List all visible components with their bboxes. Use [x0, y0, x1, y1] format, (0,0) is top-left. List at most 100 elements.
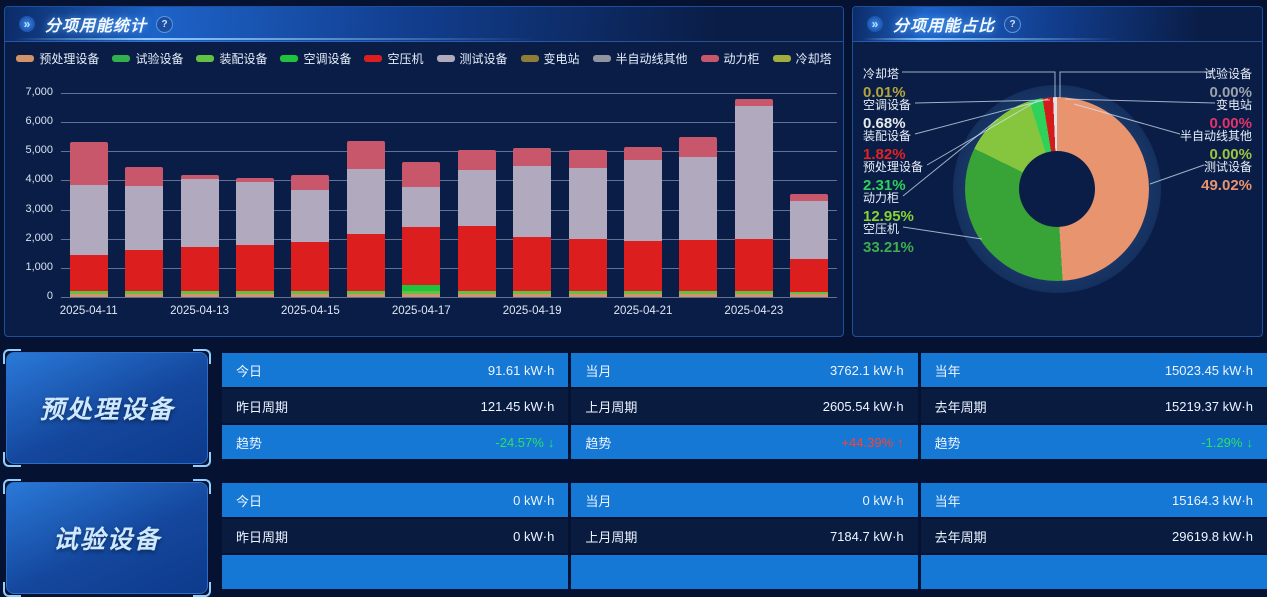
stacked-bar	[125, 167, 164, 297]
bar-segment	[125, 167, 164, 187]
cell-value: 29619.8 kW·h	[1172, 529, 1253, 544]
bar-segment	[624, 291, 662, 294]
bar-segment	[69, 184, 108, 255]
grid-line	[61, 93, 837, 94]
grid-line	[61, 297, 837, 298]
pie-callout: 变电站 0.00%	[1097, 96, 1252, 132]
table-cell: 去年周期 29619.8 kW·h	[920, 519, 1267, 553]
legend-item[interactable]: 冷却塔	[772, 50, 832, 67]
pie-callout: 装配设备 1.82%	[863, 127, 1018, 163]
cell-value: -1.29% ↓	[1201, 435, 1253, 450]
bar-segment	[125, 250, 164, 292]
pie-callout-value: 12.95%	[863, 208, 914, 225]
group-table: 今日 0 kW·h 当月 0 kW·h 当年 15164.3 kW·h 昨日周期 0 kW·h…	[222, 483, 1267, 589]
legend-swatch-icon	[436, 55, 455, 62]
bar-segment	[69, 291, 108, 294]
bar-segment	[568, 291, 607, 294]
grid-line	[61, 122, 837, 124]
bar-segment	[402, 293, 441, 297]
cell-value: 3762.1 kW·h	[830, 363, 904, 378]
bar-segment	[180, 291, 219, 294]
legend-item[interactable]: 变电站	[520, 50, 580, 67]
corner-bracket-icon	[3, 582, 21, 597]
cell-label: 昨日周期	[236, 399, 289, 415]
legend-item[interactable]: 预处理设备	[16, 50, 99, 67]
bar-segment	[513, 147, 552, 167]
bar-segment	[69, 254, 108, 292]
pie-callout-name: 冷却塔	[863, 67, 900, 81]
stacked-bar	[513, 147, 552, 297]
pie-callout-value: 0.01%	[863, 84, 906, 101]
stacked-bar	[568, 149, 607, 297]
stacked-bar	[790, 193, 829, 297]
y-axis-tick-label: 7,000	[25, 86, 53, 98]
bar-segment	[624, 293, 662, 297]
grid-line	[61, 267, 837, 269]
pie-callout-name: 动力柜	[863, 191, 900, 205]
panel-arrow-icon: »	[19, 16, 35, 32]
energy-dashboard: { "colors": { "page_bg": "#061231", "pan…	[3, 6, 1267, 597]
bar-segment	[346, 234, 385, 292]
pie-callout-value: 0.00%	[1209, 146, 1252, 163]
legend-label: 变电站	[543, 52, 580, 66]
stacked-bar	[624, 146, 662, 297]
table-cell	[222, 555, 569, 589]
table-row: 今日 91.61 kW·h 当月 3762.1 kW·h 当年 15023.45 kW·h	[222, 353, 1267, 387]
pie-callout-name: 空调设备	[863, 98, 912, 112]
bar-segment	[790, 292, 829, 295]
bar-segment	[291, 189, 330, 243]
table-cell: 当年 15023.45 kW·h	[920, 353, 1267, 387]
bar-segment	[790, 193, 829, 202]
pie-callout-name: 试验设备	[1203, 67, 1252, 81]
legend-label: 试验设备	[135, 52, 184, 66]
pie-callout-value: 2.31%	[863, 177, 906, 194]
bar-chart-legend: 预处理设备 试验设备 装配设备 空调设备 空压机 测试设备 变电站 半自动线其他 动力柜 冷却塔	[5, 50, 843, 67]
legend-item[interactable]: 测试设备	[436, 50, 508, 67]
legend-item[interactable]: 装配设备	[196, 50, 267, 67]
x-axis-tick-label: 2025-04-17	[391, 305, 451, 317]
legend-label: 冷却塔	[795, 52, 832, 66]
bar-segment	[790, 201, 829, 259]
bar-segment	[125, 186, 164, 251]
x-axis-tick-label: 2025-04-13	[170, 305, 229, 317]
help-icon[interactable]: ?	[156, 15, 174, 33]
legend-item[interactable]: 空压机	[364, 50, 424, 67]
table-row: 昨日周期 121.45 kW·h 上月周期 2605.54 kW·h 去年周期 15219…	[222, 389, 1267, 423]
bar-segment	[125, 291, 164, 294]
legend-item[interactable]: 试验设备	[112, 50, 183, 67]
legend-item[interactable]: 半自动线其他	[592, 50, 688, 67]
help-icon[interactable]: ?	[1004, 15, 1022, 33]
bar-segment	[457, 226, 496, 292]
bar-segment	[180, 246, 219, 292]
bar-segment	[291, 242, 330, 292]
value-text: 29619.8 kW·h	[1172, 528, 1253, 544]
table-cell: 今日 91.61 kW·h	[222, 353, 569, 387]
bar-segment	[457, 293, 496, 297]
legend-item[interactable]: 动力柜	[700, 50, 760, 67]
stacked-bar	[457, 149, 496, 297]
corner-bracket-icon	[3, 452, 21, 467]
corner-bracket-icon	[193, 452, 211, 467]
table-cell: 当月 3762.1 kW·h	[571, 353, 918, 387]
legend-item[interactable]: 空调设备	[280, 50, 351, 67]
bar-segment	[790, 294, 829, 297]
pie-callout-name: 变电站	[1215, 98, 1252, 112]
legend-label: 预处理设备	[39, 52, 100, 66]
bar-plot: 2025-04-11 2025-04-13 2025-04-15 2025-04-17…	[60, 93, 837, 317]
cell-value: 7184.7 kW·h	[830, 529, 904, 544]
pie-callout-name: 装配设备	[863, 129, 912, 143]
bar-segment	[236, 245, 274, 292]
bar-segment	[624, 146, 662, 161]
stacked-bar	[236, 178, 274, 297]
table-cell: 上月周期 7184.7 kW·h	[571, 519, 918, 553]
legend-swatch-icon	[196, 55, 215, 62]
corner-bracket-icon	[193, 582, 211, 597]
value-text: 2605.54 kW·h	[822, 398, 904, 414]
group-card-title: 预处理设备	[39, 396, 175, 424]
cell-value: -24.57% ↓	[495, 435, 554, 450]
value-text: 15219.37 kW·h	[1164, 398, 1253, 414]
bar-segment	[346, 169, 385, 235]
bar-segment	[236, 293, 274, 297]
pie-callout-value: 0.00%	[1209, 84, 1252, 101]
pie-callout: 冷却塔 0.01%	[863, 65, 1018, 101]
